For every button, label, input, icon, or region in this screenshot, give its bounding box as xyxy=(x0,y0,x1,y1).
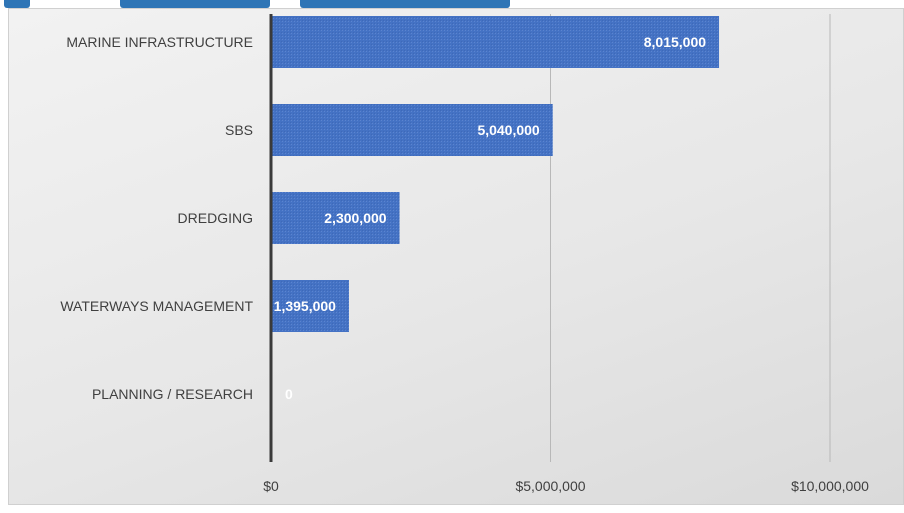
category-label-4: PLANNING / RESEARCH xyxy=(92,386,253,402)
category-label-1: SBS xyxy=(225,122,253,138)
category-label-2: DREDGING xyxy=(178,210,253,226)
x-tick-label-1: $5,000,000 xyxy=(515,478,585,494)
bars xyxy=(271,16,720,332)
bar-2 xyxy=(271,192,400,244)
data-label-3: 1,395,000 xyxy=(274,298,336,314)
category-label-0: MARINE INFRASTRUCTURE xyxy=(66,34,253,50)
bar-3 xyxy=(271,280,349,332)
gridlines xyxy=(550,14,831,462)
data-label-0: 8,015,000 xyxy=(644,34,706,50)
bar-1 xyxy=(271,104,553,156)
cropped-heading-fragment xyxy=(0,0,520,8)
x-tick-label-0: $0 xyxy=(263,478,279,494)
chart-frame xyxy=(8,8,904,505)
x-tick-label-2: $10,000,000 xyxy=(791,478,869,494)
bar-0 xyxy=(271,16,720,68)
data-label-2: 2,300,000 xyxy=(324,210,386,226)
data-label-1: 5,040,000 xyxy=(477,122,539,138)
heading-fragment-strip xyxy=(0,0,904,8)
data-label-4: 0 xyxy=(285,386,293,402)
category-label-3: WATERWAYS MANAGEMENT xyxy=(60,298,253,314)
labels: MARINE INFRASTRUCTURE 8,015,000 SBS 5,040,0… xyxy=(60,34,869,494)
